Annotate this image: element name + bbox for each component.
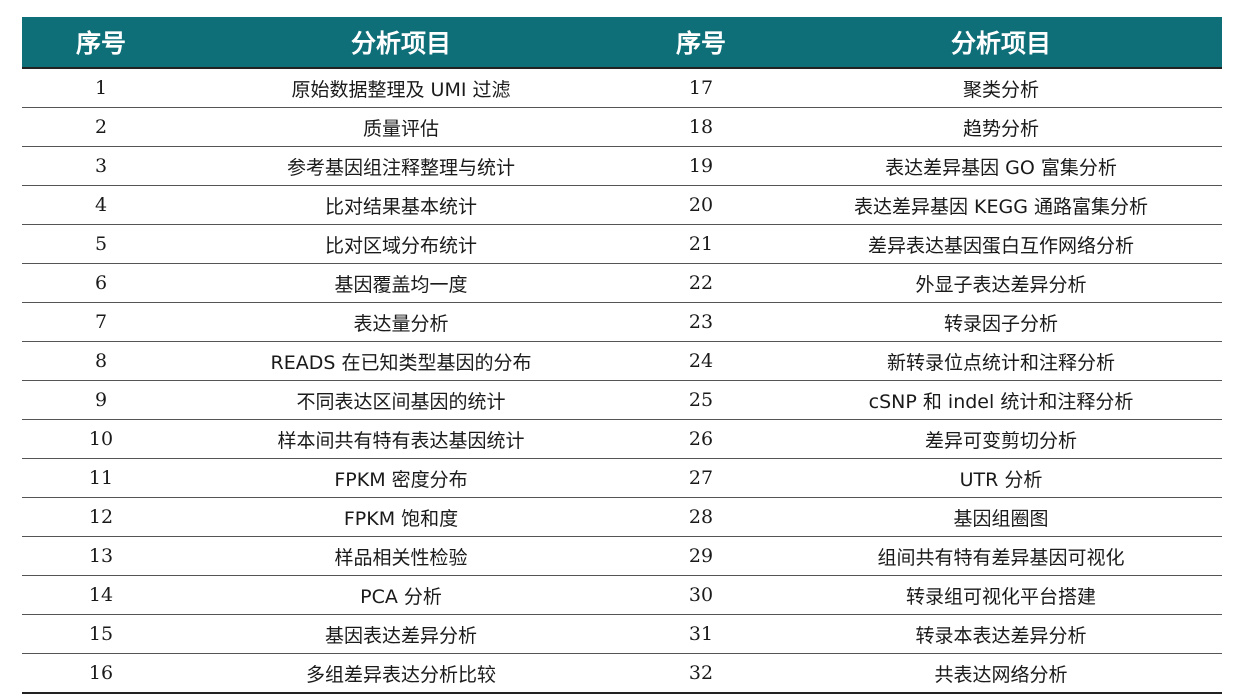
table-row: 1 原始数据整理及 UMI 过滤 17 聚类分析	[22, 68, 1222, 108]
table-header: 序号 分析项目 序号 分析项目	[22, 17, 1222, 69]
row-number-left: 13	[22, 536, 180, 576]
row-number-left: 11	[22, 458, 180, 498]
row-number-right: 20	[622, 185, 780, 225]
row-number-left: 16	[22, 653, 180, 694]
row-number-left: 4	[22, 185, 180, 225]
row-item-left: 比对结果基本统计	[180, 185, 622, 225]
row-number-left: 3	[22, 146, 180, 186]
row-item-left: 基因表达差异分析	[180, 614, 622, 654]
row-number-right: 23	[622, 302, 780, 342]
row-item-right: 转录因子分析	[780, 302, 1222, 342]
row-number-left: 9	[22, 380, 180, 420]
table-row: 15 基因表达差异分析 31 转录本表达差异分析	[22, 614, 1222, 654]
table-row: 3 参考基因组注释整理与统计 19 表达差异基因 GO 富集分析	[22, 146, 1222, 186]
row-number-left: 2	[22, 107, 180, 147]
row-number-left: 6	[22, 263, 180, 303]
row-number-left: 14	[22, 575, 180, 615]
row-item-right: 共表达网络分析	[780, 653, 1222, 694]
row-number-right: 32	[622, 653, 780, 694]
analysis-items-table-container: 序号 分析项目 序号 分析项目 1 原始数据整理及 UMI 过滤 17 聚类分析 2 质量…	[22, 17, 1222, 694]
row-item-left: 样品相关性检验	[180, 536, 622, 576]
row-item-right: 外显子表达差异分析	[780, 263, 1222, 303]
row-number-left: 15	[22, 614, 180, 654]
row-number-right: 25	[622, 380, 780, 420]
header-row: 序号 分析项目 序号 分析项目	[22, 17, 1222, 69]
table-row: 12 FPKM 饱和度 28 基因组圈图	[22, 497, 1222, 537]
row-number-left: 5	[22, 224, 180, 264]
table-row: 14 PCA 分析 30 转录组可视化平台搭建	[22, 575, 1222, 615]
table-row: 11 FPKM 密度分布 27 UTR 分析	[22, 458, 1222, 498]
header-number-1: 序号	[22, 17, 180, 69]
row-item-left: PCA 分析	[180, 575, 622, 615]
row-number-right: 24	[622, 341, 780, 381]
row-item-right: 基因组圈图	[780, 497, 1222, 537]
row-number-right: 17	[622, 68, 780, 108]
row-item-right: 组间共有特有差异基因可视化	[780, 536, 1222, 576]
table-row: 2 质量评估 18 趋势分析	[22, 107, 1222, 147]
row-item-left: READS 在已知类型基因的分布	[180, 341, 622, 381]
table-row: 4 比对结果基本统计 20 表达差异基因 KEGG 通路富集分析	[22, 185, 1222, 225]
row-item-right: 转录组可视化平台搭建	[780, 575, 1222, 615]
row-item-left: FPKM 密度分布	[180, 458, 622, 498]
row-number-right: 21	[622, 224, 780, 264]
table-row: 16 多组差异表达分析比较 32 共表达网络分析	[22, 653, 1222, 694]
row-number-left: 12	[22, 497, 180, 537]
row-item-left: 原始数据整理及 UMI 过滤	[180, 68, 622, 108]
row-number-right: 19	[622, 146, 780, 186]
row-number-right: 27	[622, 458, 780, 498]
row-item-left: FPKM 饱和度	[180, 497, 622, 537]
row-item-left: 样本间共有特有表达基因统计	[180, 419, 622, 459]
header-item-2: 分析项目	[780, 17, 1222, 69]
row-item-right: 差异可变剪切分析	[780, 419, 1222, 459]
row-number-right: 30	[622, 575, 780, 615]
row-item-left: 表达量分析	[180, 302, 622, 342]
table-row: 5 比对区域分布统计 21 差异表达基因蛋白互作网络分析	[22, 224, 1222, 264]
header-item-1: 分析项目	[180, 17, 622, 69]
row-number-left: 10	[22, 419, 180, 459]
header-number-2: 序号	[622, 17, 780, 69]
row-number-left: 8	[22, 341, 180, 381]
row-number-left: 1	[22, 68, 180, 108]
table-row: 8 READS 在已知类型基因的分布 24 新转录位点统计和注释分析	[22, 341, 1222, 381]
row-item-left: 质量评估	[180, 107, 622, 147]
row-item-right: UTR 分析	[780, 458, 1222, 498]
table-body: 1 原始数据整理及 UMI 过滤 17 聚类分析 2 质量评估 18 趋势分析 3 参考基因组注释…	[22, 68, 1222, 694]
row-number-right: 28	[622, 497, 780, 537]
row-item-left: 多组差异表达分析比较	[180, 653, 622, 694]
row-item-right: 聚类分析	[780, 68, 1222, 108]
row-number-right: 31	[622, 614, 780, 654]
table-row: 10 样本间共有特有表达基因统计 26 差异可变剪切分析	[22, 419, 1222, 459]
row-item-right: cSNP 和 indel 统计和注释分析	[780, 380, 1222, 420]
table-row: 6 基因覆盖均一度 22 外显子表达差异分析	[22, 263, 1222, 303]
row-number-right: 29	[622, 536, 780, 576]
row-item-right: 转录本表达差异分析	[780, 614, 1222, 654]
row-item-right: 差异表达基因蛋白互作网络分析	[780, 224, 1222, 264]
row-item-left: 比对区域分布统计	[180, 224, 622, 264]
row-number-right: 22	[622, 263, 780, 303]
row-item-left: 基因覆盖均一度	[180, 263, 622, 303]
row-item-right: 新转录位点统计和注释分析	[780, 341, 1222, 381]
row-number-right: 18	[622, 107, 780, 147]
row-item-left: 参考基因组注释整理与统计	[180, 146, 622, 186]
table-row: 13 样品相关性检验 29 组间共有特有差异基因可视化	[22, 536, 1222, 576]
analysis-items-table: 序号 分析项目 序号 分析项目 1 原始数据整理及 UMI 过滤 17 聚类分析 2 质量…	[22, 17, 1222, 694]
row-item-right: 表达差异基因 GO 富集分析	[780, 146, 1222, 186]
row-item-right: 表达差异基因 KEGG 通路富集分析	[780, 185, 1222, 225]
row-number-left: 7	[22, 302, 180, 342]
table-row: 7 表达量分析 23 转录因子分析	[22, 302, 1222, 342]
table-row: 9 不同表达区间基因的统计 25 cSNP 和 indel 统计和注释分析	[22, 380, 1222, 420]
row-number-right: 26	[622, 419, 780, 459]
row-item-right: 趋势分析	[780, 107, 1222, 147]
row-item-left: 不同表达区间基因的统计	[180, 380, 622, 420]
